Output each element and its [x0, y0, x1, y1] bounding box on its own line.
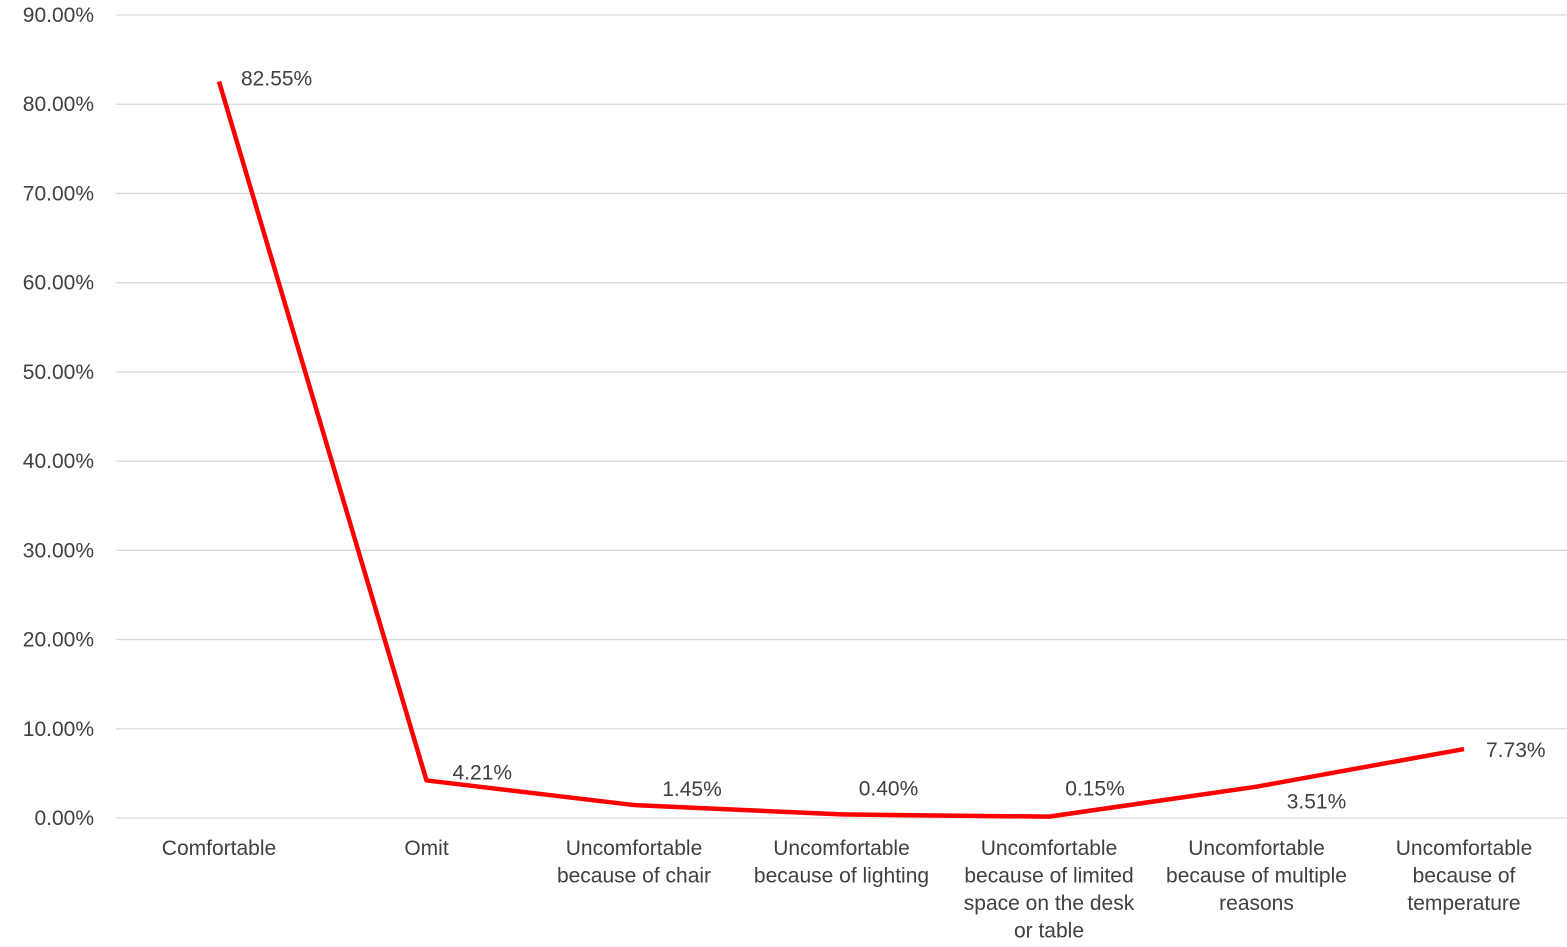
- x-tick-label-line: because of lighting: [754, 865, 929, 888]
- x-tick-label: Uncomfortable because of multiple reasons: [1166, 837, 1347, 915]
- x-tick-label-line: Uncomfortable: [1396, 837, 1533, 860]
- y-tick-label: 80.00%: [23, 93, 94, 116]
- x-tick-label-line: space on the desk: [964, 892, 1135, 915]
- x-tick-label-line: Comfortable: [162, 837, 276, 860]
- x-tick-label-line: Uncomfortable: [981, 837, 1118, 860]
- gridlines: [116, 14, 1567, 819]
- x-tick-label: Uncomfortable because of chair: [557, 837, 711, 888]
- data-label: 7.73%: [1486, 739, 1546, 762]
- x-tick-label-line: reasons: [1219, 892, 1294, 915]
- x-tick-label: Uncomfortable because of limited space on …: [964, 837, 1135, 942]
- data-label: 3.51%: [1287, 791, 1347, 814]
- x-tick-label-line: because of: [1413, 865, 1516, 888]
- x-tick-label: Comfortable: [162, 837, 276, 860]
- x-tick-label-line: Uncomfortable: [773, 837, 910, 860]
- data-label: 0.40%: [859, 777, 919, 800]
- x-tick-label-line: because of chair: [557, 865, 711, 888]
- y-tick-label: 10.00%: [23, 718, 94, 741]
- data-labels: 82.55% 4.21% 1.45% 0.40% 0.15% 3.51% 7.73%: [241, 67, 1546, 813]
- x-tick-label-line: Uncomfortable: [1188, 837, 1325, 860]
- y-tick-label: 0.00%: [34, 807, 94, 830]
- data-label: 82.55%: [241, 67, 312, 90]
- x-tick-label-line: Uncomfortable: [566, 837, 703, 860]
- y-tick-label: 50.00%: [23, 361, 94, 384]
- x-tick-label-line: or table: [1014, 920, 1084, 943]
- x-tick-label: Omit: [404, 837, 448, 860]
- y-tick-label: 90.00%: [23, 4, 94, 27]
- x-tick-label: Uncomfortable because of lighting: [754, 837, 929, 888]
- x-tick-label-line: temperature: [1407, 892, 1520, 915]
- y-tick-label: 30.00%: [23, 539, 94, 562]
- data-label: 1.45%: [662, 778, 722, 801]
- x-tick-label: Uncomfortable because of temperature: [1396, 837, 1533, 915]
- x-tick-label-line: because of limited: [964, 865, 1133, 888]
- x-tick-label-line: because of multiple: [1166, 865, 1347, 888]
- y-tick-label: 60.00%: [23, 272, 94, 295]
- data-label: 0.15%: [1065, 778, 1125, 801]
- y-tick-label: 20.00%: [23, 629, 94, 652]
- series-line-group: [216, 80, 1465, 819]
- series-line: [216, 80, 1465, 819]
- y-axis-tick-labels: 0.00% 10.00% 20.00% 30.00% 40.00% 50.00% 60.00…: [23, 4, 94, 830]
- x-axis-tick-labels: Comfortable Omit Uncomfortable because of c…: [162, 837, 1533, 943]
- x-tick-label-line: Omit: [404, 837, 448, 860]
- data-label: 4.21%: [453, 761, 513, 784]
- y-tick-label: 40.00%: [23, 450, 94, 473]
- y-tick-label: 70.00%: [23, 182, 94, 205]
